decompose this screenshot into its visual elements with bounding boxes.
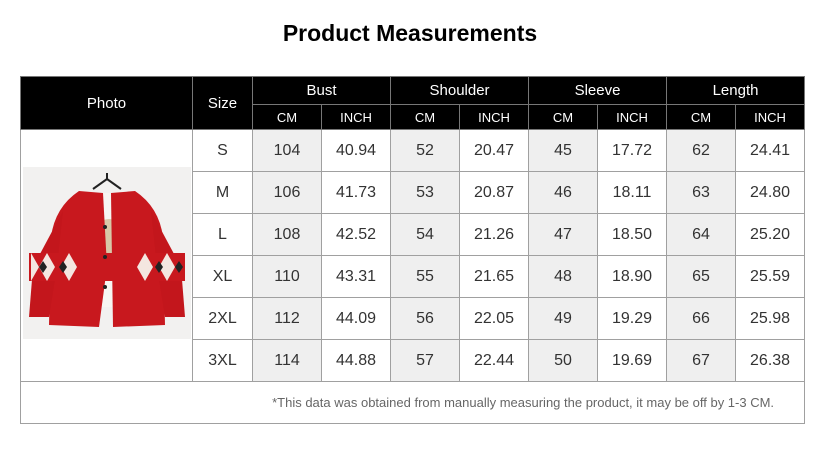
unit-header: CM (666, 104, 737, 130)
value-cell: 106 (252, 171, 322, 214)
value-cell: 65 (666, 255, 737, 298)
value-cell: 20.87 (459, 171, 530, 214)
value-cell: 114 (252, 339, 322, 382)
photo-header: Photo (20, 76, 193, 130)
data-row: 3XL 114 44.88 57 22.44 50 19.69 67 26.38 (21, 339, 806, 382)
value-cell: 53 (390, 171, 461, 214)
data-row: L 108 42.52 54 21.26 47 18.50 64 25.20 (21, 213, 806, 256)
value-cell: 43.31 (320, 255, 392, 298)
value-cell: 44.09 (320, 297, 392, 340)
data-row: S 104 40.94 52 20.47 45 17.72 62 24.41 (20, 129, 806, 382)
value-cell: 66 (666, 297, 737, 340)
value-cell: 25.20 (735, 213, 806, 256)
value-cell: 108 (252, 213, 322, 256)
value-cell: 22.05 (459, 297, 530, 340)
value-cell: 110 (252, 255, 322, 298)
size-cell: 2XL (192, 297, 253, 340)
unit-header: INCH (735, 104, 806, 130)
unit-header: CM (252, 104, 322, 130)
title: Product Measurements (282, 20, 538, 46)
size-cell: XL (192, 255, 253, 298)
value-cell: 62 (666, 129, 737, 172)
value-cell: 44.88 (320, 339, 392, 382)
product-photo (22, 167, 191, 339)
note-row: *This data was obtained from manually me… (19, 381, 806, 424)
unit-header: INCH (597, 104, 668, 130)
value-cell: 18.50 (597, 213, 668, 256)
size-cell: 3XL (192, 339, 253, 382)
value-cell: 42.52 (320, 213, 392, 256)
value-cell: 46 (528, 171, 599, 214)
value-cell: 25.59 (735, 255, 806, 298)
value-cell: 21.26 (459, 213, 530, 256)
value-cell: 24.80 (735, 171, 806, 214)
size-cell: S (192, 129, 253, 172)
size-header: Size (192, 76, 253, 130)
value-cell: 50 (528, 339, 599, 382)
value-cell: 49 (528, 297, 599, 340)
value-cell: 20.47 (459, 129, 530, 172)
value-cell: 63 (666, 171, 737, 214)
value-cell: 52 (390, 129, 461, 172)
unit-header: CM (528, 104, 599, 130)
unit-header: INCH (320, 104, 392, 130)
value-cell: 19.69 (597, 339, 668, 382)
group-header: Shoulder (390, 76, 530, 105)
value-cell: 26.38 (735, 339, 806, 382)
value-cell: 67 (666, 339, 737, 382)
value-cell: 55 (390, 255, 461, 298)
group-header: Bust (251, 76, 392, 105)
group-header: Sleeve (528, 76, 668, 105)
value-cell: 54 (390, 213, 461, 256)
value-cell: 18.90 (597, 255, 668, 298)
unit-header: INCH (459, 104, 530, 130)
value-cell: 19.29 (597, 297, 668, 340)
value-cell: 17.72 (597, 129, 668, 172)
value-cell: 18.11 (597, 171, 668, 214)
value-cell: 64 (666, 213, 737, 256)
data-row: 2XL 112 44.09 56 22.05 49 19.29 66 25.98 (21, 297, 806, 340)
value-cell: 104 (252, 129, 322, 172)
unit-header: CM (390, 104, 461, 130)
photo-cell (20, 129, 193, 382)
size-cell: L (192, 213, 253, 256)
size-cell: M (192, 171, 253, 214)
note: *This data was obtained from manually me… (19, 381, 806, 424)
value-cell: 45 (528, 129, 599, 172)
value-cell: 56 (390, 297, 461, 340)
measurement-table: Photo Size Bust Shoulder Sleeve Length CM INCH C… (19, 76, 806, 424)
data-row: XL 110 43.31 55 21.65 48 18.90 65 25.59 (21, 255, 806, 298)
value-cell: 112 (252, 297, 322, 340)
value-cell: 47 (528, 213, 599, 256)
value-cell: 22.44 (459, 339, 530, 382)
group-header: Length (666, 76, 806, 105)
header-row: Photo Size Bust Shoulder Sleeve Length (20, 76, 806, 130)
value-cell: 21.65 (459, 255, 530, 298)
value-cell: 48 (528, 255, 599, 298)
value-cell: 24.41 (735, 129, 806, 172)
value-cell: 41.73 (320, 171, 392, 214)
value-cell: 57 (390, 339, 461, 382)
unit-row: CM INCH CM INCH CM INCH CM INCH (21, 104, 806, 130)
value-cell: 40.94 (320, 129, 392, 172)
value-cell: 25.98 (735, 297, 806, 340)
